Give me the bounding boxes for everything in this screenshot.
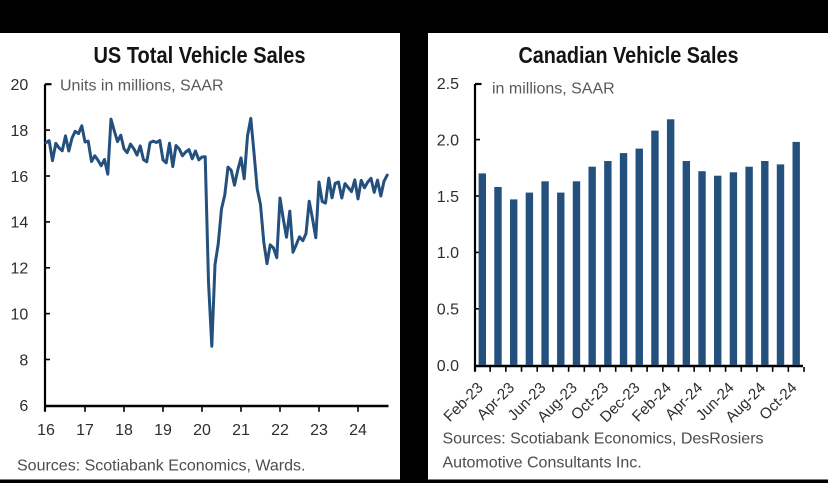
svg-text:18: 18	[11, 123, 29, 140]
svg-text:24: 24	[349, 422, 367, 439]
svg-text:14: 14	[11, 215, 29, 232]
svg-text:Canadian Vehicle Sales: Canadian Vehicle Sales	[518, 43, 738, 69]
svg-text:0.0: 0.0	[437, 358, 459, 375]
svg-text:1.0: 1.0	[437, 245, 459, 262]
svg-text:in millions, SAAR: in millions, SAAR	[492, 81, 615, 98]
svg-text:16: 16	[11, 169, 29, 186]
svg-text:US Total Vehicle Sales: US Total Vehicle Sales	[93, 42, 305, 69]
svg-text:10: 10	[11, 306, 29, 323]
svg-text:2.0: 2.0	[437, 132, 459, 149]
svg-text:21: 21	[232, 422, 250, 439]
svg-text:17: 17	[76, 422, 94, 439]
svg-text:16: 16	[37, 422, 55, 439]
svg-text:0.5: 0.5	[437, 302, 459, 319]
svg-text:Sources: Scotiabank Economics,: Sources: Scotiabank Economics, DesRosier…	[443, 431, 764, 448]
svg-text:18: 18	[115, 422, 133, 439]
svg-text:2.5: 2.5	[437, 76, 459, 93]
svg-text:20: 20	[193, 422, 211, 439]
svg-text:22: 22	[271, 422, 289, 439]
svg-text:Automotive Consultants Inc.: Automotive Consultants Inc.	[443, 455, 642, 472]
svg-text:20: 20	[11, 77, 29, 94]
svg-text:12: 12	[11, 261, 29, 278]
svg-text:8: 8	[19, 352, 28, 369]
svg-text:Units in millions, SAAR: Units in millions, SAAR	[60, 78, 224, 95]
svg-text:Sources: Scotiabank Economics,: Sources: Scotiabank Economics, Wards.	[17, 458, 305, 475]
svg-text:6: 6	[19, 398, 28, 415]
svg-text:19: 19	[154, 422, 172, 439]
svg-text:23: 23	[310, 422, 328, 439]
svg-text:1.5: 1.5	[437, 189, 459, 206]
